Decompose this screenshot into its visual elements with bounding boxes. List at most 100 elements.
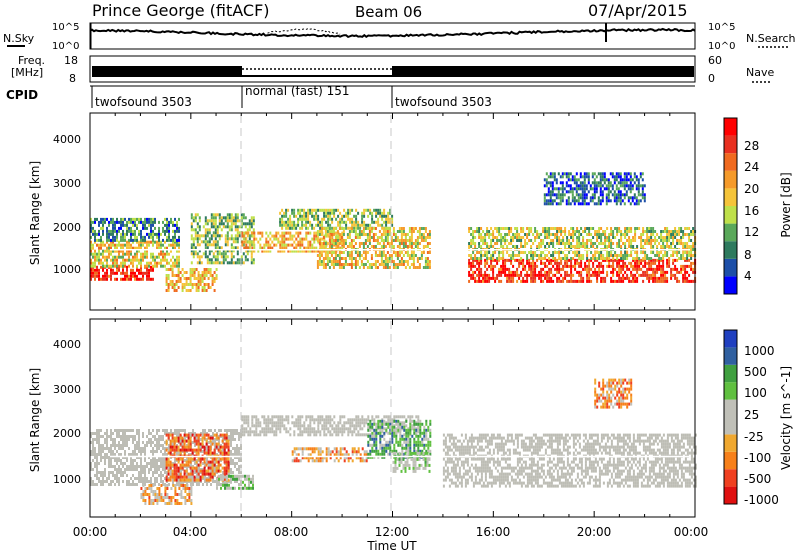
power-cell [197, 274, 200, 277]
power-cell [361, 214, 364, 218]
velocity-cell [94, 438, 96, 441]
power-cell [486, 230, 489, 233]
power-cell [568, 230, 571, 233]
velocity-cell [124, 429, 126, 432]
power-cell [607, 187, 610, 191]
velocity-cell [164, 456, 166, 459]
velocity-cell [238, 465, 240, 468]
power-cell [190, 252, 193, 256]
power-cell [569, 190, 572, 194]
power-cell [396, 263, 399, 266]
power-cell [243, 231, 246, 235]
power-cell [474, 257, 477, 260]
power-cell [468, 242, 471, 245]
power-cell [330, 245, 333, 248]
power-cell [90, 274, 92, 278]
power-cell [158, 220, 160, 224]
power-cell [592, 227, 595, 230]
power-cell [283, 246, 286, 250]
power-cell [372, 233, 375, 236]
power-cell [400, 236, 403, 239]
power-cell [580, 279, 583, 283]
power-cell [626, 227, 629, 230]
power-cell [328, 227, 331, 230]
power-cell [194, 213, 197, 217]
power-cell [320, 260, 323, 263]
power-cell [610, 242, 613, 245]
power-cell [559, 181, 562, 185]
power-cell [344, 242, 347, 245]
power-cell [205, 268, 208, 271]
power-cell [591, 181, 594, 185]
power-cell [134, 252, 136, 256]
power-cell [682, 267, 685, 271]
velocity-cell [204, 477, 206, 480]
power-cell [363, 220, 366, 224]
power-cell [305, 237, 308, 241]
power-cell [252, 216, 255, 220]
power-cell [192, 219, 195, 223]
power-cell [372, 245, 375, 248]
power-cell [646, 270, 649, 274]
power-cell [354, 260, 357, 263]
power-cell [244, 216, 247, 220]
power-cell [130, 271, 132, 275]
power-cell [122, 220, 124, 224]
velocity-cell [156, 468, 158, 471]
power-cell [295, 249, 298, 253]
power-cell [577, 178, 580, 182]
power-cell [550, 276, 553, 280]
power-cell [349, 226, 352, 230]
power-cell [208, 243, 211, 247]
velocity-cell [142, 477, 144, 480]
power-cell [498, 270, 501, 274]
power-cell [100, 238, 102, 242]
power-cell [164, 229, 166, 233]
power-cell [356, 233, 359, 236]
power-cell [120, 223, 122, 227]
power-cell [232, 255, 235, 259]
velocity-cell [192, 477, 194, 480]
power-cell [164, 258, 166, 262]
velocity-cell [184, 432, 186, 435]
power-cell [261, 234, 264, 238]
power-cell [587, 178, 590, 182]
power-cell [318, 260, 321, 263]
power-cell [646, 239, 649, 242]
power-cell [548, 242, 551, 245]
power-cell [666, 242, 669, 245]
power-cell [285, 231, 288, 235]
power-cell [376, 260, 379, 263]
velocity-cell [142, 480, 144, 483]
power-cell [327, 217, 330, 221]
power-cell [196, 255, 199, 259]
power-cell [160, 258, 162, 262]
power-cell [323, 214, 326, 218]
power-cell [114, 246, 116, 250]
power-cell [234, 216, 237, 220]
velocity-cell [214, 429, 216, 432]
power-cell [317, 240, 320, 244]
power-cell [136, 268, 138, 272]
power-cell [545, 193, 548, 197]
power-cell [398, 242, 401, 245]
power-cell [526, 257, 529, 260]
velocity-cell [166, 429, 168, 432]
velocity-cell [118, 483, 120, 486]
power-cell [194, 228, 197, 232]
power-cell [336, 245, 339, 248]
power-cell [126, 271, 128, 275]
power-cell [136, 274, 138, 278]
power-cell [662, 273, 665, 277]
velocity-plot-bg [90, 319, 695, 517]
power-cell [140, 261, 142, 265]
power-cell [422, 233, 425, 236]
power-cell [624, 245, 627, 248]
power-cell [408, 236, 411, 239]
power-cell [522, 258, 525, 262]
power-cell [224, 252, 227, 256]
power-cell [124, 258, 126, 262]
power-cell [688, 251, 691, 254]
velocity-cell [156, 462, 158, 465]
power-cell [573, 196, 576, 200]
